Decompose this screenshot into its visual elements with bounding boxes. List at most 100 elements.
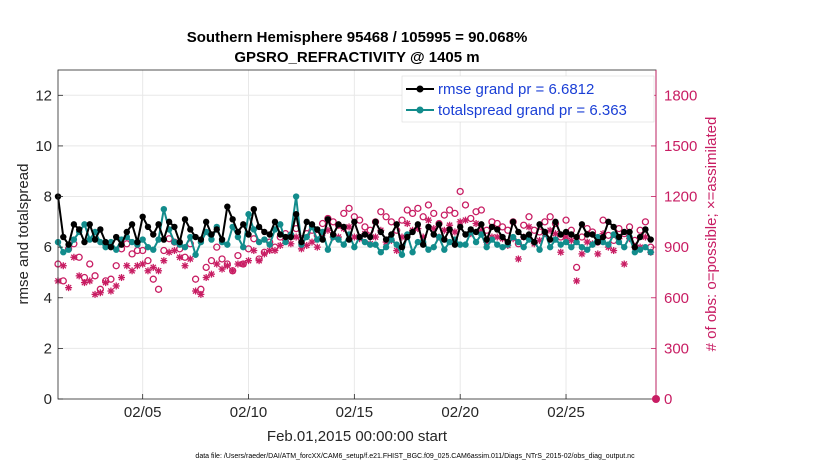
rmse-point (261, 228, 268, 236)
y-tick-label: 6 (44, 239, 52, 256)
rmse-point (430, 231, 437, 238)
rmse-point (134, 238, 141, 246)
totalspread-point (351, 243, 358, 251)
rmse-point (329, 231, 337, 238)
totalspread-point (462, 241, 469, 248)
y-right-tick-label: 1500 (664, 138, 697, 155)
totalspread-point (160, 205, 168, 213)
obs-possible-point (387, 218, 396, 226)
obs-possible-point (112, 262, 120, 270)
rmse-point (525, 231, 533, 238)
totalspread-point (430, 243, 437, 251)
y-right-tick-label: 1800 (664, 87, 697, 104)
obs-assimilated-point (461, 216, 469, 224)
obs-possible-point (345, 204, 353, 212)
obs-assimilated-point (128, 267, 136, 275)
obs-assimilated-point (218, 265, 226, 273)
rmse-point (578, 221, 586, 228)
obs-assimilated-point (573, 277, 581, 285)
totalspread-point (250, 226, 258, 233)
totalspread-point (171, 238, 178, 246)
rmse-point (271, 218, 279, 226)
obs-assimilated-point (583, 238, 591, 246)
totalspread-point (610, 231, 617, 238)
rmse-point (419, 241, 427, 248)
obs-possible-point (451, 209, 459, 218)
totalspread-point (520, 243, 527, 251)
obs-assimilated-point (557, 248, 565, 256)
obs-possible-point (408, 209, 417, 218)
y-tick-label: 0 (44, 391, 52, 408)
obs-possible-point (318, 219, 327, 228)
y-right-tick-label: 1200 (664, 189, 697, 206)
rmse-point (181, 216, 189, 223)
rmse-point (488, 223, 496, 231)
obs-assimilated-point (276, 241, 284, 249)
obs-assimilated-point (80, 279, 88, 287)
obs-possible-point (207, 257, 216, 265)
obs-assimilated-point (260, 250, 268, 258)
rmse-point (335, 221, 342, 228)
totalspread-point (282, 238, 289, 246)
totalspread-point (515, 238, 522, 246)
obs-assimilated-point (424, 216, 432, 224)
rmse-point (97, 226, 104, 233)
rmse-point (118, 241, 125, 248)
obs-possible-point (445, 206, 454, 214)
rmse-point (573, 233, 580, 241)
legend-box (401, 75, 655, 123)
obs-possible-point (599, 216, 607, 224)
chart-subtitle: GPSRO_REFRACTIVITY @ 1405 m (234, 49, 479, 66)
rmse-point (536, 221, 543, 228)
y-tick-label: 4 (44, 290, 52, 307)
obs-assimilated-point (567, 236, 575, 244)
totalspread-point (578, 243, 586, 251)
rmse-point (520, 233, 527, 241)
obs-assimilated-point (610, 247, 618, 255)
rmse-point (441, 236, 448, 243)
x-tick-label: 02/25 (547, 404, 585, 421)
chart-title: Southern Hemisphere 95468 / 105995 = 90.… (187, 29, 528, 46)
rmse-point (451, 241, 459, 248)
rmse-point (107, 243, 115, 251)
totalspread-point (314, 236, 321, 243)
rmse-point (404, 233, 411, 241)
obs-assimilated-point (350, 233, 358, 241)
rmse-point (60, 233, 67, 241)
totalspread-point (377, 249, 385, 256)
rmse-point (562, 228, 570, 236)
obs-assimilated-point (144, 267, 152, 275)
rmse-point (202, 218, 210, 226)
obs-assimilated-point (620, 260, 628, 268)
totalspread-point (472, 238, 480, 246)
obs-assimilated-point (96, 289, 104, 297)
totalspread-point (621, 243, 628, 251)
totalspread-point (224, 241, 231, 248)
rmse-point (192, 233, 199, 241)
y-tick-label: 8 (44, 189, 52, 206)
obs-assimilated-point (192, 287, 200, 295)
rmse-point (531, 238, 538, 246)
rmse-point (589, 231, 596, 238)
totalspread-point (494, 241, 501, 248)
totalspread-point (398, 251, 406, 258)
rmse-point (144, 223, 152, 231)
totalspread-point (372, 241, 379, 248)
rmse-point (324, 216, 332, 223)
grid (58, 70, 656, 399)
totalspread-point (255, 238, 263, 246)
obs-assimilated-point (59, 262, 67, 270)
totalspread-point (536, 246, 543, 253)
totalspread-point (589, 241, 596, 248)
obs-possible-point (361, 223, 369, 231)
rmse-point (234, 228, 242, 236)
obs-assimilated-point (255, 257, 263, 265)
totalspread-point (483, 243, 490, 251)
axes: 0 2 4 6 8 10 12 0 300 600 900 1200 1500 1800 02/05 02/1… (35, 70, 697, 421)
obs-assimilated-point (170, 247, 178, 255)
obs-possible-point (202, 263, 210, 272)
rmse-point (367, 233, 374, 241)
totalspread-point (509, 233, 517, 241)
totalspread-point (441, 246, 448, 253)
totalspread-point (303, 233, 310, 241)
